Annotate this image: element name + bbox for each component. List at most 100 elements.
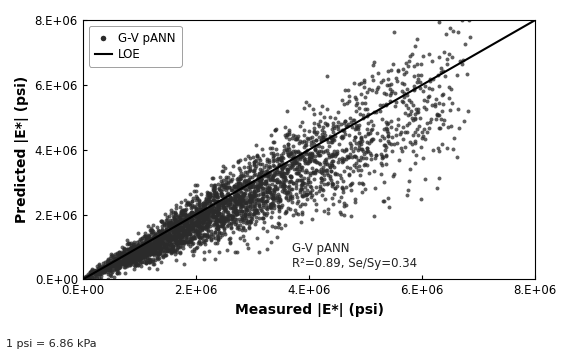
Point xyxy=(154,240,164,246)
Point xyxy=(177,232,186,238)
Point xyxy=(138,253,148,259)
Point xyxy=(235,208,244,214)
Point xyxy=(204,190,213,196)
Point xyxy=(106,267,115,273)
Point xyxy=(130,249,140,255)
Point xyxy=(219,178,228,183)
Point xyxy=(350,94,359,100)
Point xyxy=(382,91,391,97)
Point xyxy=(300,142,309,148)
Point xyxy=(247,220,256,225)
Point xyxy=(300,155,309,161)
Point xyxy=(219,213,228,218)
Point xyxy=(184,225,193,230)
Point xyxy=(232,200,241,206)
Point xyxy=(168,236,177,241)
Point xyxy=(213,219,222,224)
Point xyxy=(357,167,366,173)
Point xyxy=(136,256,145,262)
Point xyxy=(231,206,240,211)
Point xyxy=(247,190,256,196)
Point xyxy=(172,234,181,239)
Point xyxy=(172,221,181,227)
Point xyxy=(118,254,128,259)
Point xyxy=(175,216,184,222)
Point xyxy=(245,198,255,203)
Point xyxy=(285,193,295,198)
Point xyxy=(238,202,247,208)
Point xyxy=(144,251,153,257)
Point xyxy=(295,124,304,129)
Point xyxy=(247,207,256,212)
Point xyxy=(129,247,138,253)
Point xyxy=(184,222,193,228)
Point xyxy=(145,243,154,249)
Point xyxy=(190,188,199,193)
Point xyxy=(227,187,236,193)
Point xyxy=(250,210,259,216)
Point xyxy=(150,234,159,239)
Point xyxy=(241,180,251,185)
Point xyxy=(114,270,124,276)
Point xyxy=(179,229,188,234)
Point xyxy=(294,140,303,146)
Text: G-V pANN
R²=0.89, Se/Sy=0.34: G-V pANN R²=0.89, Se/Sy=0.34 xyxy=(292,242,417,270)
Point xyxy=(182,226,192,232)
Point xyxy=(149,222,158,228)
Point xyxy=(172,205,181,211)
Point xyxy=(248,193,257,199)
Point xyxy=(130,251,140,257)
Point xyxy=(231,221,240,227)
Point xyxy=(379,90,388,96)
Point xyxy=(133,246,142,252)
Point xyxy=(103,263,112,268)
Point xyxy=(256,191,265,197)
Point xyxy=(300,160,309,165)
Point xyxy=(259,215,268,221)
Point xyxy=(268,223,277,229)
Point xyxy=(265,185,274,190)
Point xyxy=(248,154,257,160)
Point xyxy=(170,215,179,221)
Point xyxy=(213,223,223,228)
Point xyxy=(323,151,332,156)
Point xyxy=(279,155,288,161)
Point xyxy=(142,235,151,241)
Point xyxy=(213,202,222,207)
Point xyxy=(111,261,120,267)
Point xyxy=(157,231,166,237)
Point xyxy=(214,202,223,207)
Point xyxy=(142,247,151,253)
Point xyxy=(200,239,209,245)
Point xyxy=(112,256,121,261)
Point xyxy=(313,121,323,127)
Point xyxy=(170,231,180,236)
Point xyxy=(165,239,174,245)
Point xyxy=(164,220,173,226)
Point xyxy=(186,226,195,232)
Point xyxy=(359,84,368,90)
Point xyxy=(224,216,233,222)
Point xyxy=(139,249,148,255)
Point xyxy=(217,182,226,188)
Point xyxy=(236,194,245,199)
Point xyxy=(251,222,260,227)
Point xyxy=(156,239,165,245)
Point xyxy=(355,130,364,136)
Point xyxy=(126,258,136,264)
Point xyxy=(240,190,249,196)
Point xyxy=(285,196,295,202)
Point xyxy=(127,247,136,252)
Point xyxy=(209,197,218,203)
Point xyxy=(315,143,324,149)
Point xyxy=(187,204,196,210)
Point xyxy=(315,161,324,167)
Point xyxy=(355,145,364,151)
Point xyxy=(171,232,180,238)
Point xyxy=(89,267,98,273)
Point xyxy=(183,231,192,236)
Point xyxy=(142,238,152,244)
Point xyxy=(153,241,162,247)
Point xyxy=(138,235,147,241)
Point xyxy=(159,243,168,248)
